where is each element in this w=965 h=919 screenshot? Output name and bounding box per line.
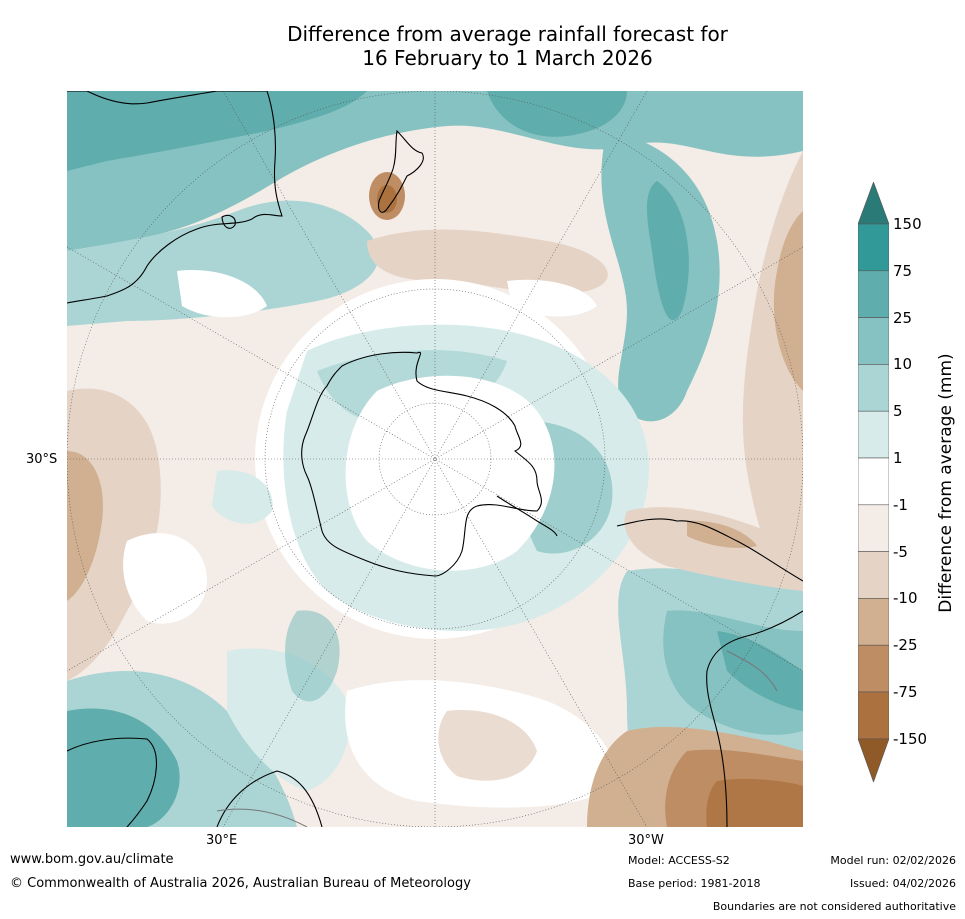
legend-tick-label: -150 bbox=[893, 729, 928, 748]
antarctica-coastline bbox=[301, 351, 542, 577]
legend-tick-label: 5 bbox=[893, 402, 903, 421]
new-zealand-coastline bbox=[378, 129, 424, 213]
legend-tick-label: -75 bbox=[893, 683, 918, 701]
legend-band-25_75 bbox=[858, 270, 889, 318]
legend-band-neutral bbox=[858, 457, 889, 506]
legend-band-m75_m150 bbox=[858, 691, 889, 740]
lon-label-30w: 30°W bbox=[628, 833, 664, 848]
legend-tick-label: 25 bbox=[893, 308, 913, 327]
legend-band-5_10 bbox=[858, 364, 889, 412]
legend-extend-bottom bbox=[858, 738, 889, 782]
south-america-coastline bbox=[616, 518, 803, 582]
legend-band-75_150 bbox=[858, 223, 889, 272]
footer-copyright: © Commonwealth of Australia 2026, Austra… bbox=[10, 876, 471, 891]
legend-band-m10_m25 bbox=[858, 598, 889, 646]
legend-tick-label: -10 bbox=[893, 589, 918, 608]
africa-coastline bbox=[67, 737, 158, 827]
coastlines bbox=[67, 91, 803, 827]
lat-label-30s: 30°S bbox=[26, 452, 58, 467]
footer-issued: Issued: 04/02/2026 bbox=[849, 877, 956, 890]
legend-tick-label: 150 bbox=[893, 215, 922, 233]
map-title: Difference from average rainfall forecas… bbox=[0, 22, 965, 70]
footer-disclaimer: Boundaries are not considered authoritat… bbox=[712, 900, 956, 913]
footer-website[interactable]: www.bom.gov.au/climate bbox=[10, 852, 174, 867]
footer-base-period: Base period: 1981-2018 bbox=[628, 877, 761, 890]
legend-colorbar bbox=[858, 182, 889, 782]
anomaly-field bbox=[67, 91, 803, 827]
legend-band-1_5 bbox=[858, 410, 889, 459]
legend-tick-label: -25 bbox=[893, 636, 918, 655]
australia-coastline bbox=[67, 91, 283, 304]
legend-tick-label: -5 bbox=[893, 542, 908, 561]
legend-band-10_25 bbox=[858, 317, 889, 365]
footer-model: Model: ACCESS-S2 bbox=[628, 854, 730, 867]
lon-label-30e: 30°E bbox=[206, 833, 238, 848]
title-line-2: 16 February to 1 March 2026 bbox=[362, 46, 653, 70]
legend-band-m1_m5 bbox=[858, 504, 889, 552]
legend-tick-label: -1 bbox=[893, 495, 908, 514]
footer-model-run: Model run: 02/02/2026 bbox=[830, 854, 956, 867]
legend-title: Difference from average (mm) bbox=[936, 353, 956, 613]
title-line-1: Difference from average rainfall forecas… bbox=[287, 22, 728, 46]
legend-extend-top bbox=[858, 182, 889, 225]
legend-tick-label: 75 bbox=[893, 261, 913, 280]
legend-band-m25_m75 bbox=[858, 644, 889, 693]
rainfall-anomaly-map bbox=[67, 91, 803, 827]
legend-band-m5_m10 bbox=[858, 551, 889, 599]
graticule bbox=[67, 91, 803, 827]
legend-tick-label: 1 bbox=[893, 449, 903, 467]
legend-tick-label: 10 bbox=[893, 355, 913, 374]
